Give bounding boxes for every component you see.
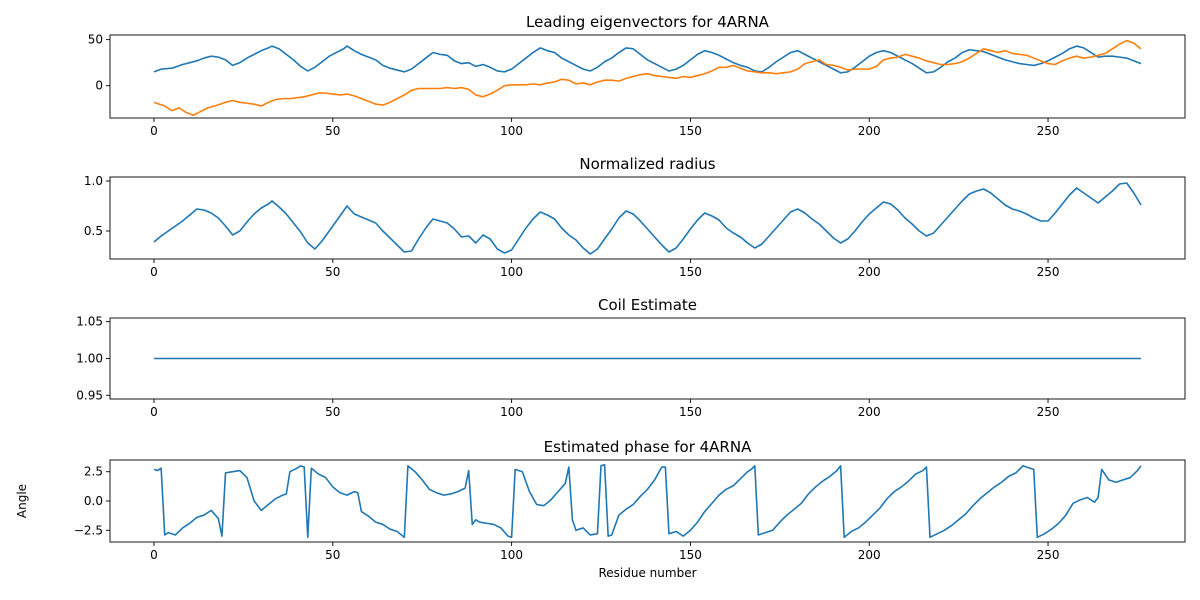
axes-frame	[109, 34, 1186, 119]
panel-estimated-phase: Estimated phase for 4ARNA 0 50 100 150 200 250…	[15, 438, 1186, 580]
x-tick-label: 250	[1037, 405, 1060, 419]
series-line-1	[153, 463, 1142, 539]
series-line-1	[153, 45, 1142, 74]
x-tick-label: 50	[325, 265, 340, 279]
x-tick-label: 50	[325, 405, 340, 419]
chart-title: Normalized radius	[579, 155, 715, 173]
x-axis-label: Residue number	[598, 566, 696, 580]
x-tick-label: 250	[1037, 548, 1060, 562]
x-tick-label: 200	[858, 265, 881, 279]
x-tick-label: 50	[325, 124, 340, 138]
x-tick-label: 200	[858, 548, 881, 562]
x-tick-label: 0	[150, 265, 158, 279]
chart-title: Coil Estimate	[598, 296, 697, 314]
series-line-1	[153, 182, 1142, 255]
y-tick-label: 50	[88, 33, 103, 47]
y-tick-label: −2.5	[74, 523, 103, 537]
axes-frame	[109, 459, 1186, 543]
x-tick-label: 200	[858, 124, 881, 138]
x-tick-label: 100	[500, 265, 523, 279]
series-line-2	[153, 39, 1142, 117]
x-tick-label: 0	[150, 124, 158, 138]
x-tick-label: 150	[679, 124, 702, 138]
panel-coil-estimate: Coil Estimate 0 50 100 150 200 250 0.95 1.00 1.05	[76, 296, 1186, 419]
y-tick-label: 0	[95, 79, 103, 93]
x-tick-label: 150	[679, 405, 702, 419]
x-tick-label: 100	[500, 548, 523, 562]
y-axis-label: Angle	[15, 484, 29, 518]
x-tick-label: 100	[500, 124, 523, 138]
y-tick-label: 1.00	[76, 352, 103, 366]
axes-frame	[109, 176, 1186, 260]
x-tick-label: 250	[1037, 124, 1060, 138]
x-tick-label: 0	[150, 548, 158, 562]
y-tick-label: 0.95	[76, 388, 103, 402]
x-tick-label: 100	[500, 405, 523, 419]
x-tick-label: 50	[325, 548, 340, 562]
y-tick-label: 2.5	[84, 465, 103, 479]
x-tick-label: 250	[1037, 265, 1060, 279]
y-tick-label: 0.5	[84, 224, 103, 238]
y-tick-label: 1.05	[76, 315, 103, 329]
x-tick-label: 150	[679, 265, 702, 279]
x-tick-label: 200	[858, 405, 881, 419]
panel-leading-eigenvectors: Leading eigenvectors for 4ARNA 0 50 100 150 2…	[88, 13, 1186, 138]
x-tick-label: 150	[679, 548, 702, 562]
panel-normalized-radius: Normalized radius 0 50 100 150 200 250 0.5 1.0	[84, 155, 1186, 279]
y-tick-label: 0.0	[84, 494, 103, 508]
chart-title: Leading eigenvectors for 4ARNA	[526, 13, 770, 31]
chart-title: Estimated phase for 4ARNA	[544, 438, 752, 456]
x-tick-label: 0	[150, 405, 158, 419]
y-tick-label: 1.0	[84, 174, 103, 188]
